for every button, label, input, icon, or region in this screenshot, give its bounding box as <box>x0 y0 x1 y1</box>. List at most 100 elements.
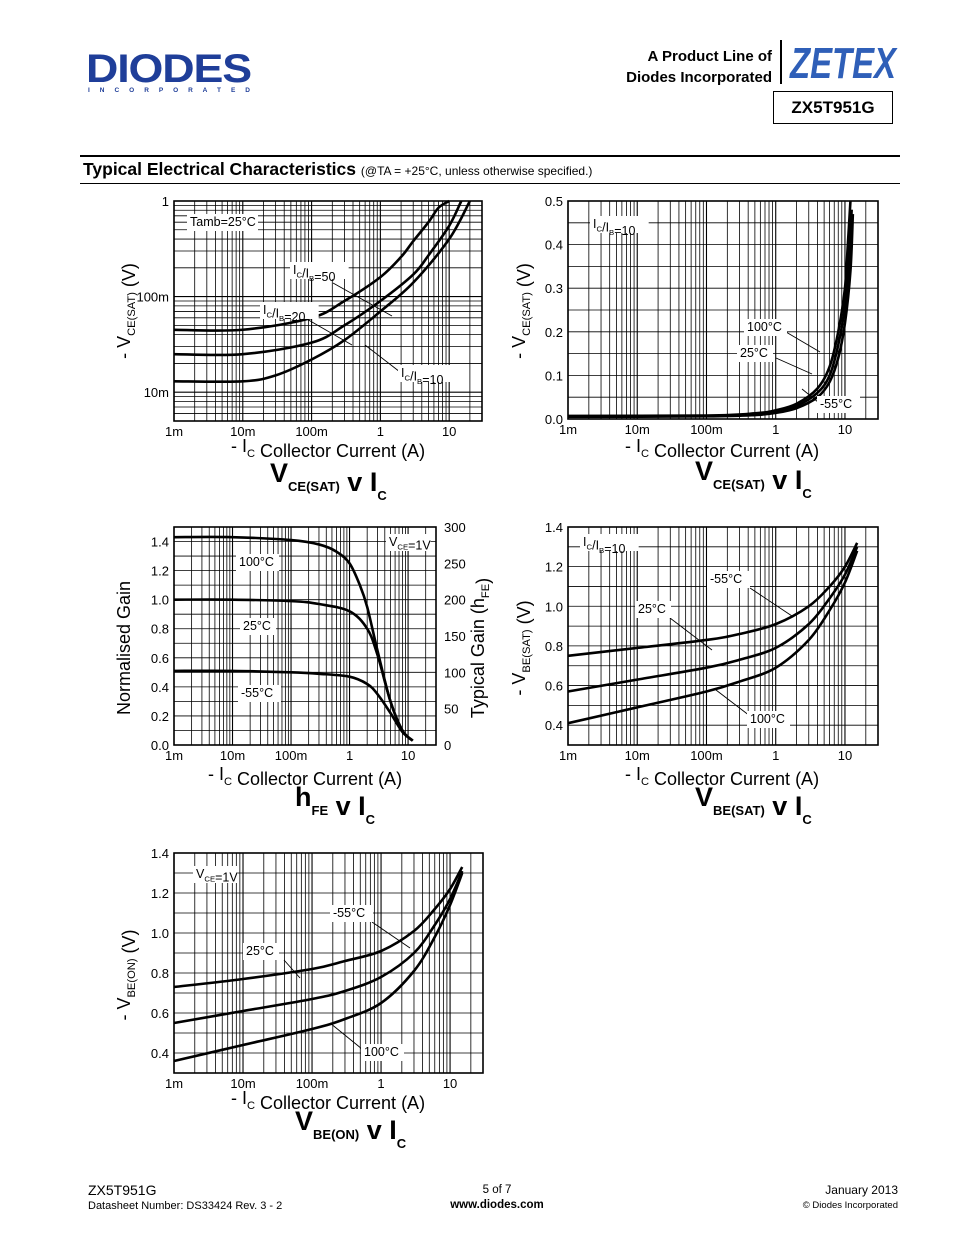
y-axis-label: - VCE(SAT) (V) <box>509 263 534 359</box>
plot-frame <box>567 200 879 420</box>
y-axis-label: - VBE(SAT) (V) <box>509 600 534 695</box>
annotation-bg <box>361 1044 404 1061</box>
annotation-label: -55°C <box>333 906 365 920</box>
x-tick-label: 100m <box>690 422 723 437</box>
x-tick-label: 1m <box>559 422 577 437</box>
svg-text:DIODES: DIODES <box>86 48 251 91</box>
x-tick-label: 10m <box>220 748 245 763</box>
x-tick-label: 100m <box>295 424 328 439</box>
annotation-bg <box>193 866 238 883</box>
y-tick-label: 1.0 <box>545 599 563 614</box>
annotation-label: 100°C <box>747 320 782 334</box>
y-tick-label: 0.2 <box>151 709 169 724</box>
annotation-label: -55°C <box>241 686 273 700</box>
y-tick-label: 1.0 <box>151 593 169 608</box>
chart-title: hFE v IC <box>295 782 376 827</box>
annotation-bg <box>236 554 279 571</box>
annotation-label: -55°C <box>710 572 742 586</box>
annotation-bg <box>707 571 750 588</box>
annotation-bg <box>243 943 279 960</box>
x-tick-label: 10 <box>838 422 852 437</box>
annotation-label: 100°C <box>364 1045 399 1059</box>
x-tick-label: 1 <box>377 1076 384 1091</box>
annotation-label: IC/IB=10 <box>401 366 443 387</box>
x-axis-label: - IC Collector Current (A) <box>625 764 819 789</box>
x-tick-label: 100m <box>690 748 723 763</box>
x-tick-label: 10m <box>230 1076 255 1091</box>
y-tick-label: 0.8 <box>151 622 169 637</box>
y-tick-label: 1.2 <box>151 886 169 901</box>
product-line-text: A Product Line of Diodes Incorporated <box>626 46 772 88</box>
y2-axis-label: Typical Gain (hFE) <box>468 578 493 718</box>
footer-left: ZX5T951G Datasheet Number: DS33424 Rev. … <box>88 1182 282 1212</box>
series-line <box>173 872 464 1063</box>
section-title: Typical Electrical Characteristics (@TA … <box>83 159 592 180</box>
product-line-2: Diodes Incorporated <box>626 69 772 86</box>
footer-part: ZX5T951G <box>88 1182 157 1198</box>
x-tick-label: 10m <box>625 422 650 437</box>
series-line <box>173 870 464 1025</box>
plot-frame <box>173 526 437 746</box>
annotation-bg <box>386 534 431 551</box>
series-line <box>567 546 859 693</box>
series-line <box>567 550 859 725</box>
annotation-bg <box>590 216 649 233</box>
plot-frame <box>567 526 879 746</box>
section-note: (@TA = +25°C, unless otherwise specified… <box>360 164 593 178</box>
footer-right: January 2013 © Diodes Incorporated <box>803 1183 898 1213</box>
section-rule-bottom <box>80 183 900 184</box>
x-tick-label: 10 <box>442 424 456 439</box>
footer-copyright: © Diodes Incorporated <box>802 1200 898 1211</box>
annotation-bg <box>238 685 281 702</box>
series-line <box>173 200 463 357</box>
plot-frame <box>173 852 484 1074</box>
y-tick-label: 0.4 <box>151 680 169 695</box>
y-tick-label: 1.2 <box>545 560 563 575</box>
chart-hfe: 1m 10m 100m 1 10 0.0 0.2 0.4 0.6 0.8 1.0 1.2 1.4 0 50 1… <box>114 520 493 827</box>
header-divider <box>780 40 782 84</box>
annotation-bg <box>635 601 671 618</box>
x-tick-label: 1 <box>772 748 779 763</box>
chart-title: VBE(SAT) v IC <box>695 782 812 827</box>
y-tick-label: 10m <box>144 385 169 400</box>
footer-url[interactable]: www.diodes.com <box>450 1199 544 1211</box>
series-line <box>173 199 450 332</box>
plot-frame <box>173 200 483 422</box>
annotation-leader <box>371 921 411 949</box>
footer-datasheet-number: Datasheet Number: DS33424 Rev. 3 - 2 <box>88 1200 283 1212</box>
y-tick-label: 0.6 <box>151 1006 169 1021</box>
annotation-leader <box>715 689 751 717</box>
annotation-leader <box>364 344 401 373</box>
annotation-leader <box>304 317 353 346</box>
y2-tick-label: 50 <box>444 702 458 717</box>
y-tick-label: 0.8 <box>151 966 169 981</box>
x-tick-label: 1m <box>559 748 577 763</box>
annotation-label: VCE=1V <box>196 867 238 885</box>
series-line <box>173 669 414 742</box>
y2-tick-label: 0 <box>444 738 451 753</box>
annotation-leader <box>669 617 713 651</box>
annotation-label: VCE=1V <box>389 535 431 553</box>
y-tick-label: 0.4 <box>151 1046 169 1061</box>
part-number-box: ZX5T951G <box>773 91 893 124</box>
x-axis-label: - IC Collector Current (A) <box>625 436 819 461</box>
y2-tick-label: 300 <box>444 520 466 535</box>
annotation-label: 25°C <box>246 944 274 958</box>
x-tick-label: 10m <box>625 748 650 763</box>
y-tick-label: 1.4 <box>151 535 169 550</box>
annotation-bg <box>744 319 787 336</box>
y-tick-label: 0.6 <box>545 679 563 694</box>
y-tick-label: 100m <box>136 290 169 305</box>
x-tick-label: 100m <box>296 1076 329 1091</box>
annotation-leader <box>801 388 819 403</box>
series-line <box>567 542 859 658</box>
y-tick-label: 0.1 <box>545 368 563 383</box>
x-tick-label: 1m <box>165 424 183 439</box>
y-tick-label: 0.6 <box>151 651 169 666</box>
annotation-label: -55°C <box>820 397 852 411</box>
annotation-label: 100°C <box>239 555 274 569</box>
annotation-label: IC/IB=20 <box>263 303 305 324</box>
x-tick-label: 10 <box>443 1076 457 1091</box>
chart-title: VCE(SAT) v IC <box>270 458 387 503</box>
